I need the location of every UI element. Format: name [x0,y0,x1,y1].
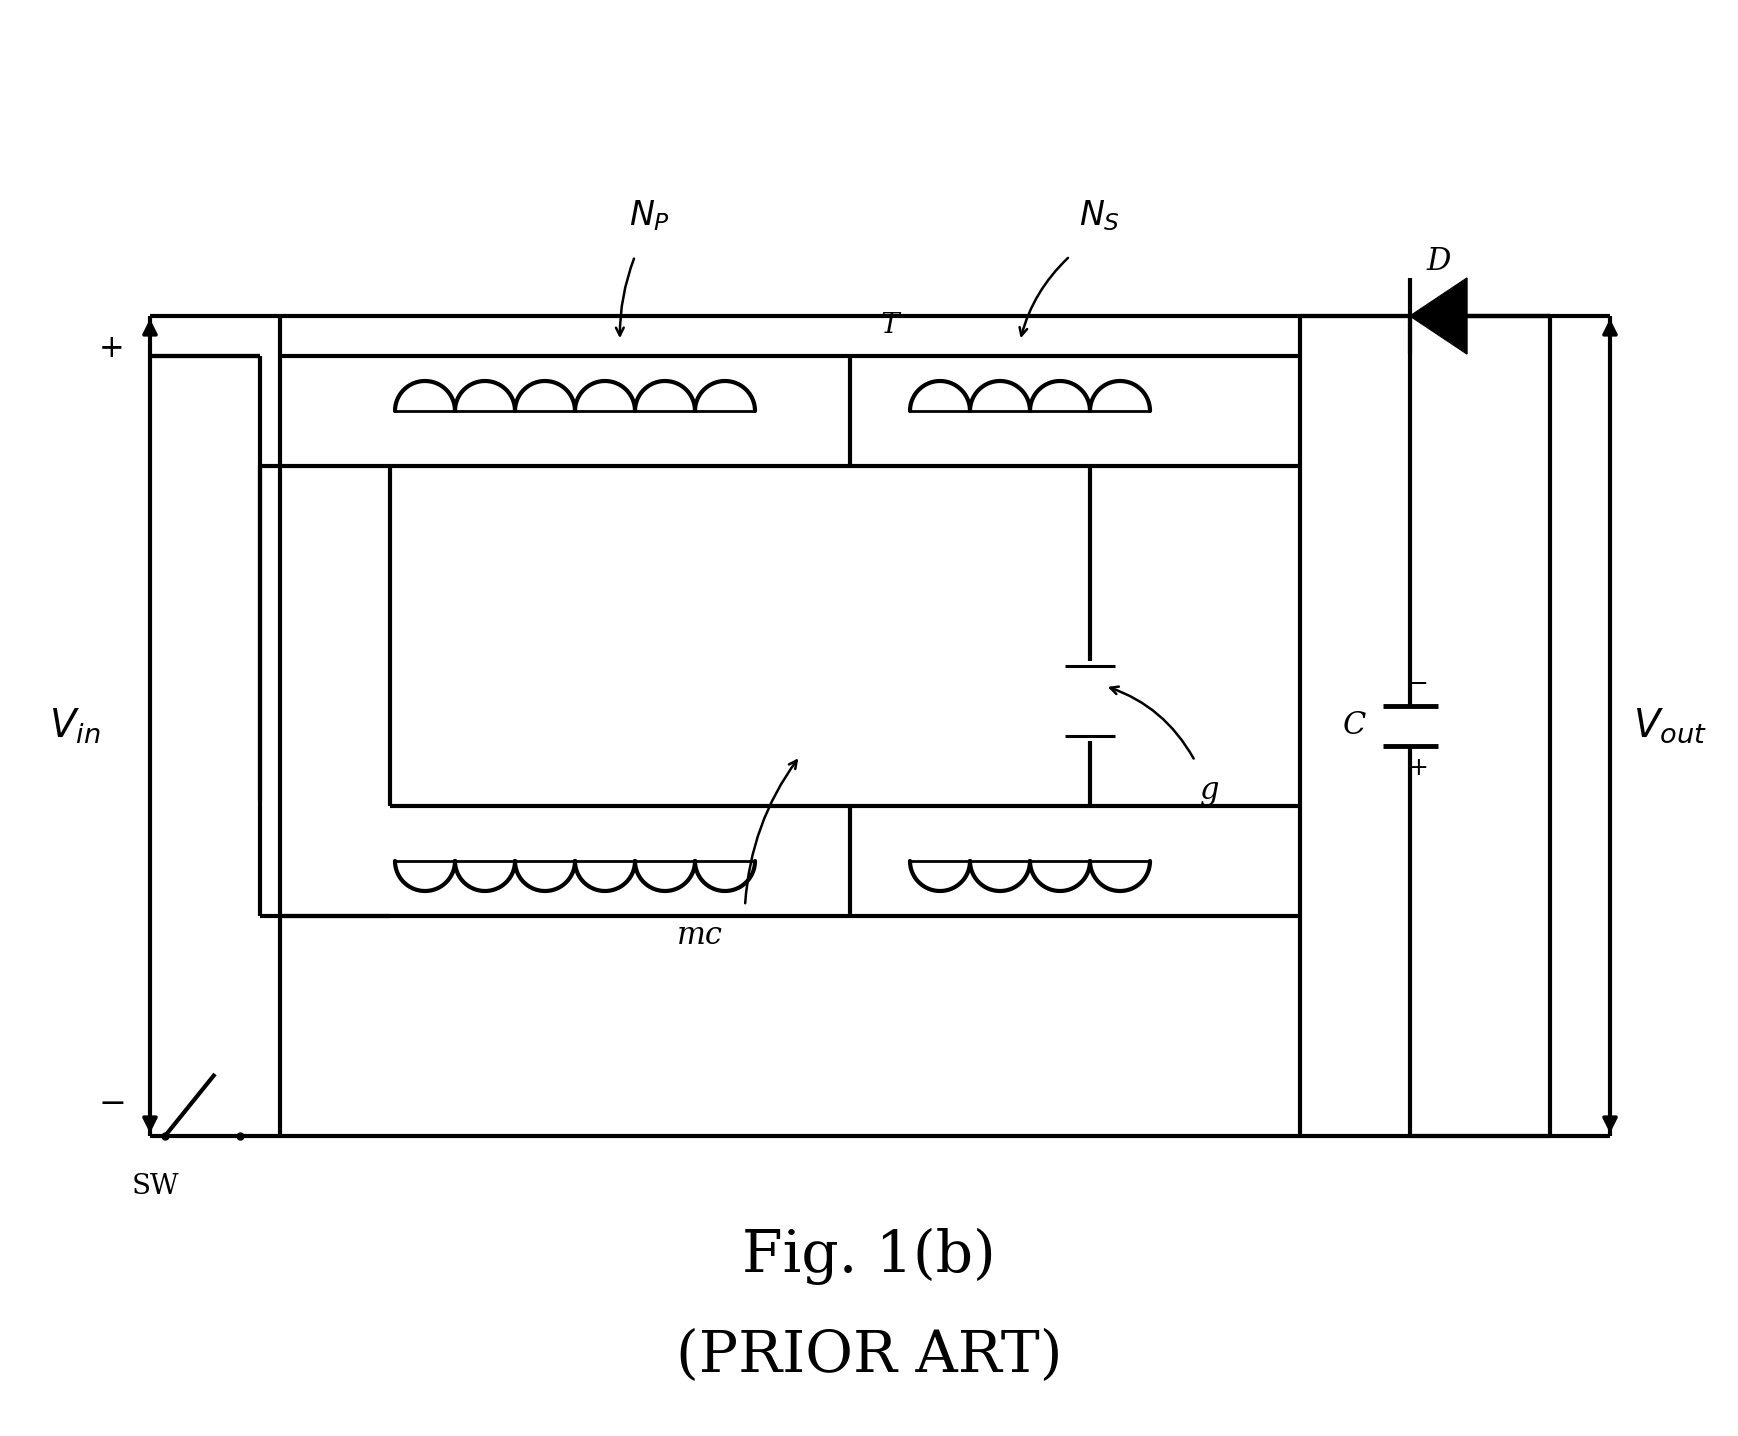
Text: $N_S$: $N_S$ [1079,198,1121,233]
Text: $N_P$: $N_P$ [629,198,671,233]
Text: −: − [97,1087,125,1120]
Text: −: − [1408,672,1429,696]
Text: Fig. 1(b): Fig. 1(b) [742,1228,996,1285]
Text: $V_{in}$: $V_{in}$ [49,707,101,745]
Text: +: + [1408,755,1429,780]
Text: mc: mc [678,920,723,952]
Text: +: + [99,333,125,363]
Text: C: C [1343,711,1366,741]
Text: T: T [881,313,899,339]
Text: g: g [1201,775,1220,807]
Text: $V_{out}$: $V_{out}$ [1634,707,1707,745]
Text: (PRIOR ART): (PRIOR ART) [676,1328,1062,1384]
Text: D: D [1427,246,1451,277]
Text: SW: SW [130,1173,179,1199]
Polygon shape [1410,279,1467,355]
